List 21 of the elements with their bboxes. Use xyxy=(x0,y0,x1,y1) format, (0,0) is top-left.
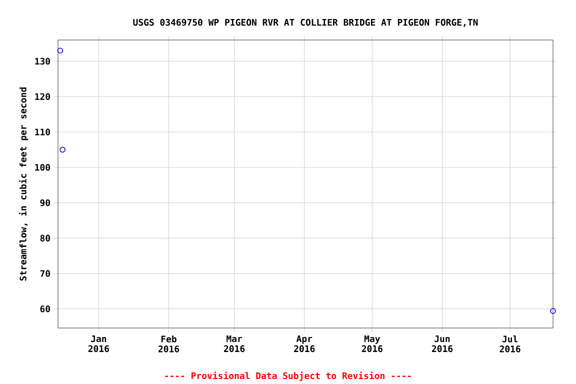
point xyxy=(550,308,556,314)
y-tick-label: 110 xyxy=(35,128,50,136)
x-tick-label: Apr 2016 xyxy=(294,335,315,352)
y-tick-label: 70 xyxy=(40,270,50,277)
y-tick-label: 60 xyxy=(40,306,50,312)
text: ---- Provisional Data Subject to Revision ---- xyxy=(165,372,411,381)
x-tick-label: Jan 2016 xyxy=(88,335,109,352)
x-tick-label: May 2016 xyxy=(362,335,382,352)
point xyxy=(57,48,64,54)
x-tick-label: Jul 2016 xyxy=(500,335,520,352)
x-tick-label: Jun 2016 xyxy=(432,335,453,352)
y-axis-title: Streamflow, in cubic feet per second xyxy=(19,87,28,281)
y-tick-label: 120 xyxy=(35,93,50,100)
point xyxy=(60,146,66,153)
x-tick-label: Feb 2016 xyxy=(158,335,180,352)
y-tick-label: 100 xyxy=(35,164,50,171)
y-tick-label: 130 xyxy=(35,58,50,65)
y-tick-label: 80 xyxy=(40,234,50,242)
chart-title: USGS 03469750 WP PIGEON RVR AT COLLIER BRIDGE AT PIGEON FORGE,TN xyxy=(133,18,478,27)
y-tick-label: 90 xyxy=(40,199,50,206)
x-tick-label: Mar 2016 xyxy=(224,335,245,352)
